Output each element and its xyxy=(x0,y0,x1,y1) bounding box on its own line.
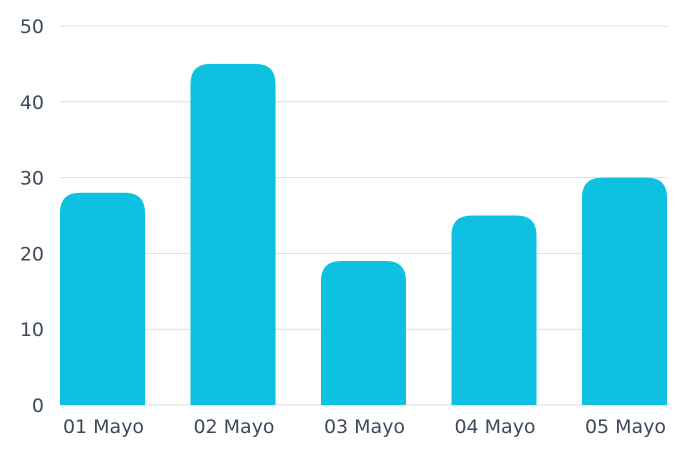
bar-4 xyxy=(451,215,537,405)
bar-2 xyxy=(190,63,276,406)
x-tick-label: 01 Mayo xyxy=(63,416,144,438)
x-tick-label: 03 Mayo xyxy=(324,416,405,438)
y-axis-ticks: 0 10 20 30 40 50 xyxy=(20,16,44,417)
y-tick-label: 30 xyxy=(20,168,44,190)
bar-3 xyxy=(321,260,406,405)
y-tick-label: 20 xyxy=(20,243,44,265)
x-tick-label: 04 Mayo xyxy=(454,416,535,438)
bar-1 xyxy=(60,192,145,405)
bar-5 xyxy=(582,177,667,405)
y-tick-label: 0 xyxy=(32,395,44,417)
y-tick-label: 10 xyxy=(20,319,44,341)
y-tick-label: 50 xyxy=(20,16,44,38)
x-tick-label: 02 Mayo xyxy=(193,416,274,438)
grid-lines xyxy=(60,25,667,406)
x-tick-label: 05 Mayo xyxy=(585,416,666,438)
y-tick-label: 40 xyxy=(20,92,44,114)
x-axis-ticks: 01 Mayo 02 Mayo 03 Mayo 04 Mayo 05 Mayo xyxy=(63,416,666,438)
bars xyxy=(60,63,667,406)
